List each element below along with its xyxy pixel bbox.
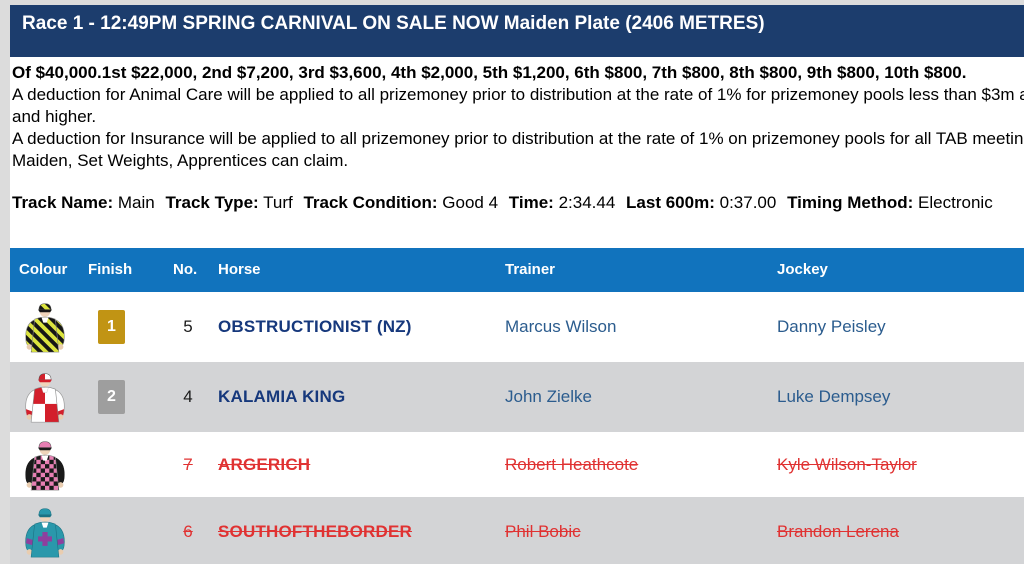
timing-method-value: Electronic — [918, 193, 993, 212]
claim-text: Maiden, Set Weights, Apprentices can cla… — [12, 151, 349, 170]
race-results-page: Race 1 - 12:49PM SPRING CARNIVAL ON SALE… — [10, 5, 1024, 564]
horse-name-link[interactable]: ARGERICH — [218, 454, 311, 474]
track-condition-value: Good 4 — [442, 193, 499, 212]
prize-money-text: Of $40,000.1st $22,000, 2nd $7,200, 3rd … — [12, 63, 967, 82]
time-value: 2:34.44 — [558, 193, 616, 212]
trainer-name-link[interactable]: John Zielke — [505, 387, 592, 406]
horse-number: 7 — [183, 454, 193, 474]
track-info-line: Track Name: Main Track Type: Turf Track … — [10, 192, 1024, 214]
jockey-silks-icon — [25, 508, 65, 558]
column-header-finish: Finish — [88, 261, 133, 278]
horse-number: 5 — [183, 317, 193, 336]
silks-cell — [19, 432, 71, 497]
track-type-value: Turf — [263, 193, 293, 212]
silks-cell — [19, 497, 71, 564]
table-row: 2 4 KALAMIA KING John Zielke Luke Dempse… — [10, 362, 1024, 432]
horse-name-link[interactable]: OBSTRUCTIONIST (NZ) — [218, 317, 412, 336]
trainer-name-link[interactable]: Robert Heathcote — [505, 454, 639, 474]
table-row: 6 SOUTHOFTHEBORDER Phil Bobic Brandon Le… — [10, 497, 1024, 564]
column-header-no: No. — [173, 261, 198, 278]
finish-position-badge: 1 — [98, 310, 125, 344]
column-header-jockey: Jockey — [777, 261, 828, 278]
track-type-label: Track Type: — [165, 193, 259, 212]
trainer-name-link[interactable]: Marcus Wilson — [505, 317, 617, 336]
column-header-horse: Horse — [218, 261, 261, 278]
silks-cell — [19, 292, 71, 362]
race-title-bar: Race 1 - 12:49PM SPRING CARNIVAL ON SALE… — [10, 5, 1024, 57]
deduction-insurance-text: A deduction for Insurance will be applie… — [12, 129, 1024, 148]
jockey-name-link[interactable]: Kyle Wilson-Taylor — [777, 454, 917, 474]
horse-name-link[interactable]: KALAMIA KING — [218, 387, 346, 406]
horse-name-link[interactable]: SOUTHOFTHEBORDER — [218, 522, 412, 541]
last-600m-label: Last 600m: — [626, 193, 715, 212]
jockey-silks-icon — [25, 303, 65, 353]
timing-method-label: Timing Method: — [787, 193, 914, 212]
deduction-animal-care-text: A deduction for Animal Care will be appl… — [12, 85, 1024, 104]
jockey-name-link[interactable]: Brandon Lerena — [777, 522, 899, 541]
column-header-trainer: Trainer — [505, 261, 556, 278]
results-table: Colour Finish No. Horse Trainer Jockey — [10, 248, 1024, 564]
last-600m-value: 0:37.00 — [719, 193, 777, 212]
jockey-silks-icon — [25, 373, 65, 423]
finish-position-badge: 2 — [98, 380, 125, 414]
race-title: Race 1 - 12:49PM SPRING CARNIVAL ON SALE… — [22, 13, 765, 34]
horse-number: 4 — [183, 387, 193, 406]
track-name-label: Track Name: — [12, 193, 114, 212]
trainer-name-link[interactable]: Phil Bobic — [505, 522, 581, 541]
race-content: Of $40,000.1st $22,000, 2nd $7,200, 3rd … — [10, 57, 1024, 564]
track-name-value: Main — [117, 193, 155, 212]
jockey-name-link[interactable]: Danny Peisley — [777, 317, 886, 336]
table-row: 7 ARGERICH Robert Heathcote Kyle Wilson-… — [10, 432, 1024, 497]
jockey-silks-icon — [25, 440, 65, 490]
silks-cell — [19, 362, 71, 432]
horse-number: 6 — [183, 522, 193, 541]
time-label: Time: — [508, 193, 554, 212]
track-condition-label: Track Condition: — [303, 193, 438, 212]
deduction-animal-care-text-wrap: and higher. — [12, 107, 97, 126]
results-table-header: Colour Finish No. Horse Trainer Jockey — [10, 248, 1024, 292]
column-header-colour: Colour — [19, 261, 68, 278]
table-row: 1 5 OBSTRUCTIONIST (NZ) Marcus Wilson Da… — [10, 292, 1024, 362]
jockey-name-link[interactable]: Luke Dempsey — [777, 387, 891, 406]
